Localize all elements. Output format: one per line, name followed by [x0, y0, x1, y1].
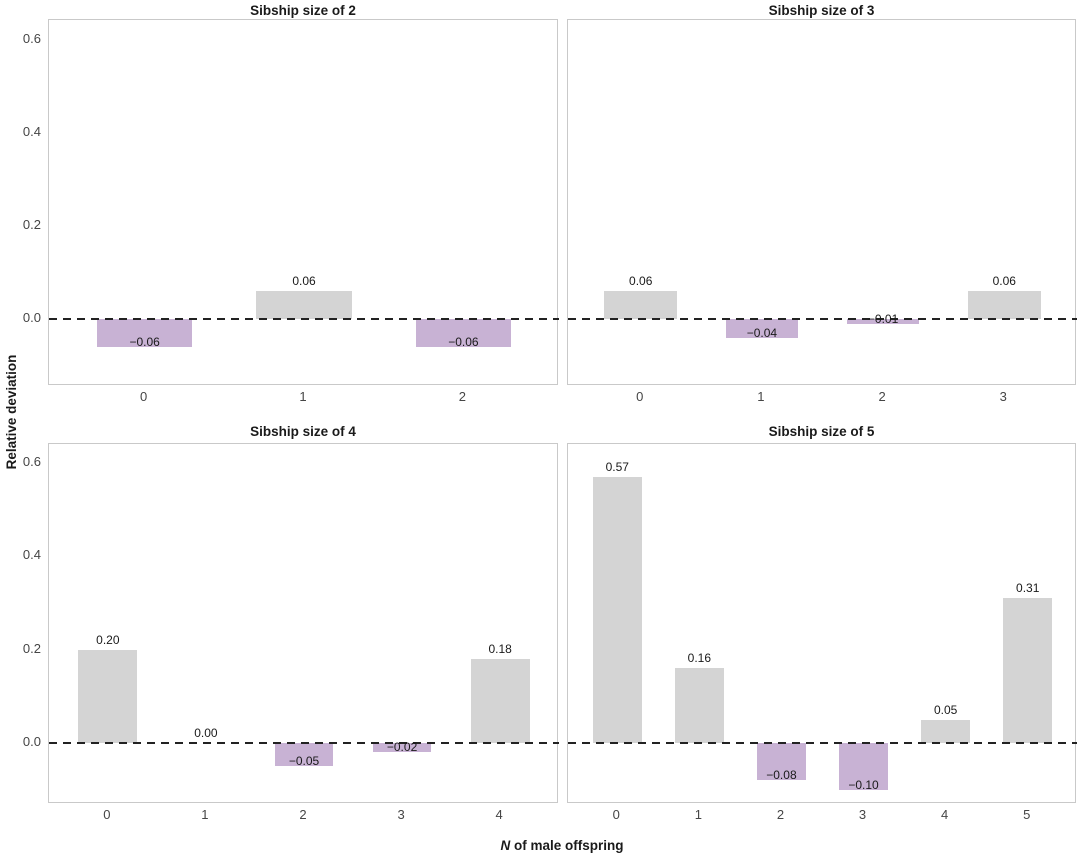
bar-value-label: 0.06 [629, 274, 653, 289]
bar [274, 743, 334, 767]
y-tick-label: 0.0 [22, 734, 41, 749]
x-tick-label: 0 [140, 389, 148, 404]
x-tick-label: 3 [999, 389, 1007, 404]
panel-title-sibship-3: Sibship size of 3 [768, 3, 875, 18]
x-tick-label: 2 [776, 807, 785, 822]
bar [674, 668, 724, 743]
bar [756, 743, 807, 781]
panel-title-sibship-2: Sibship size of 2 [250, 3, 356, 18]
bar [592, 476, 642, 743]
bar-value-label: −0.02 [386, 740, 418, 755]
x-tick-label: 1 [299, 389, 307, 404]
x-tick-label: 2 [878, 389, 886, 404]
y-tick-label: 0.6 [22, 31, 41, 46]
bar-value-label: −0.04 [746, 325, 778, 340]
bar-value-label: −0.05 [288, 754, 320, 769]
bar [921, 719, 971, 743]
x-tick-label: 1 [694, 807, 702, 822]
bar [372, 743, 432, 753]
bar-value-label: 0.18 [488, 642, 512, 656]
bar [415, 319, 512, 348]
x-tick-label: 1 [757, 389, 765, 404]
x-tick-label: 2 [458, 389, 466, 404]
x-axis-title: N of male offspring [0, 837, 1077, 855]
bar-value-label: 0.00 [194, 726, 218, 740]
bar-value-label: 0.05 [933, 702, 958, 717]
bar-value-label: −0.10 [848, 777, 879, 792]
zero-dashed-line [568, 742, 1077, 744]
bar [604, 291, 678, 320]
x-tick-label: 0 [612, 807, 620, 822]
panel-sibship-4: 0.20 0.00 −0.05 −0.02 0.18 [48, 443, 559, 803]
bar-value-label: −0.01 [867, 311, 899, 326]
y-tick-label: 0.6 [22, 453, 41, 469]
y-tick-label: 0.2 [22, 640, 41, 656]
bar-value-label: 0.16 [687, 651, 712, 666]
panel-title-sibship-5: Sibship size of 5 [768, 424, 875, 439]
bar [256, 291, 352, 320]
bar-value-label: 0.06 [992, 274, 1016, 289]
bar-value-label: −0.06 [448, 335, 479, 350]
zero-dashed-line [568, 318, 1077, 321]
x-axis-title-rest: of male offspring [510, 838, 624, 853]
x-tick-label: 4 [941, 807, 949, 822]
zero-dashed-line [49, 742, 559, 744]
bar [78, 649, 138, 743]
panel-sibship-5: 0.57 0.16 −0.08 −0.10 0.05 0.31 [567, 443, 1077, 803]
x-tick-label: 2 [299, 807, 307, 822]
bar [96, 319, 193, 348]
y-tick-label: 0.0 [22, 310, 41, 326]
panel-title-sibship-4: Sibship size of 4 [250, 424, 356, 439]
bar-value-label: 0.06 [292, 274, 316, 289]
x-axis-title-n: N [500, 838, 511, 853]
x-tick-label: 3 [858, 807, 867, 822]
y-tick-label: 0.4 [22, 547, 41, 563]
bar-value-label: 0.31 [1016, 581, 1040, 596]
x-tick-label: 4 [495, 807, 503, 822]
x-tick-label: 0 [636, 389, 644, 404]
y-axis-title: Relative deviation [4, 354, 19, 470]
bar-value-label: −0.06 [129, 335, 160, 350]
bar [846, 319, 920, 324]
x-tick-label: 0 [103, 807, 111, 822]
x-tick-label: 5 [1023, 807, 1031, 822]
x-tick-label: 3 [397, 807, 405, 822]
bar-value-label: 0.57 [605, 459, 629, 474]
bar [470, 659, 530, 743]
panel-sibship-2: −0.06 0.06 −0.06 [48, 19, 559, 385]
bar-value-label: 0.20 [96, 632, 120, 647]
bar [967, 291, 1041, 320]
panel-sibship-3: 0.06 −0.04 −0.01 0.06 [567, 19, 1077, 385]
y-tick-label: 0.2 [22, 217, 41, 233]
bar [1003, 598, 1053, 743]
bar-value-label: −0.08 [766, 768, 797, 783]
zero-dashed-line [49, 318, 559, 321]
y-tick-label: 0.4 [22, 124, 41, 140]
x-tick-label: 1 [201, 807, 209, 822]
bar [838, 743, 889, 790]
bar [725, 319, 799, 338]
